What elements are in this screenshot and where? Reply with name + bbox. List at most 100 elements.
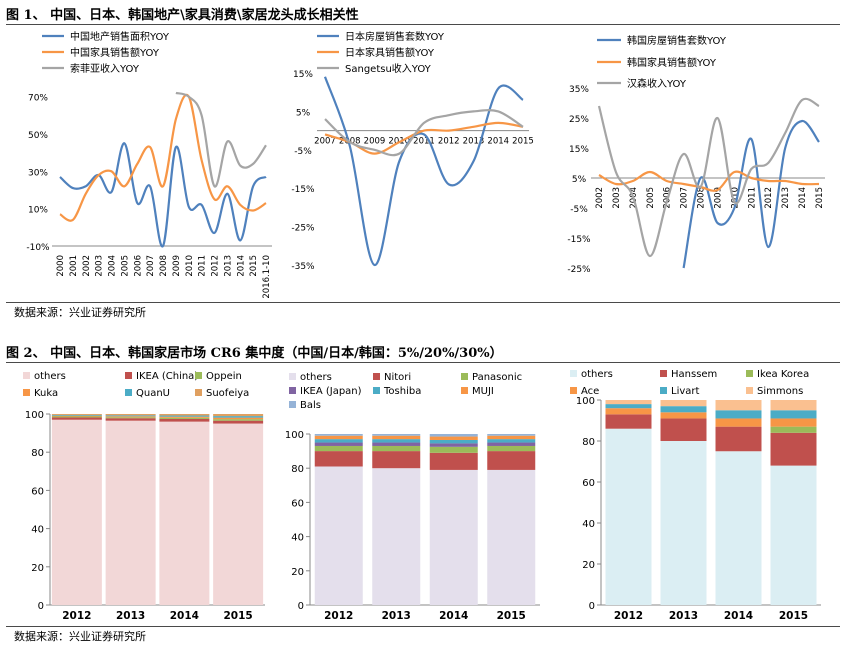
korea-line-chart: 35%25%15%5%-5%-15%-25%2002 2003 2004 2005 20… [567, 34, 825, 275]
legend-label: Ikea Korea [757, 369, 809, 380]
x-tick-label: 2015 [249, 255, 259, 277]
bar-segment [487, 435, 536, 440]
bar-segment [429, 436, 478, 440]
y-tick-label: 0 [38, 601, 44, 612]
bar-segment [213, 414, 264, 417]
bar-segment [105, 414, 156, 416]
bar-segment [770, 465, 817, 605]
series-line [175, 91, 267, 188]
legend-swatch [289, 401, 296, 408]
x-tick-label: 2012 [211, 255, 221, 277]
legend-label: Livart [671, 386, 700, 397]
x-tick-label: 2001 [69, 255, 79, 277]
bar-segment [605, 408, 652, 415]
bar-segment [770, 400, 817, 411]
china-line-chart: 70% 50% 30% 10% -10% 2000 2001 2002 2003 2004 2005… [26, 30, 272, 299]
x-tick-label: 2011 [413, 137, 435, 147]
x-tick-label: 2009 [172, 255, 182, 277]
x-tick-label: 2013 [223, 255, 233, 277]
figure-2-source: 数据来源：兴业证券研究所 [14, 630, 146, 643]
x-tick-label: 2004 [108, 255, 118, 277]
legend-swatch [125, 372, 132, 379]
y-tick-label: 40 [31, 525, 44, 536]
legend-swatch [461, 387, 468, 394]
source-divider [6, 302, 840, 303]
x-tick-label: 2016.1-10 [262, 255, 272, 299]
legend-swatch [570, 370, 577, 377]
x-tick-label: 2010 [730, 187, 740, 209]
legend-label: Simmons [757, 386, 803, 397]
legend-label: Bals [300, 400, 321, 411]
legend-swatch [289, 373, 296, 380]
y-tick-label: 100 [25, 410, 44, 421]
series-line [597, 97, 820, 258]
series-line [324, 108, 524, 157]
y-tick-label: 15% [293, 70, 313, 80]
legend-swatch [570, 387, 577, 394]
legend-label: others [581, 369, 613, 380]
japan-line-chart: 15%5%-5%-15%-25%-35%2007 2008 2009 2010 2011… [291, 30, 533, 272]
y-tick-label: 20 [31, 563, 44, 574]
x-tick-label: 2011 [198, 255, 208, 277]
bar-segment [372, 468, 421, 605]
y-tick-label: -5% [570, 205, 588, 215]
bar-segment [372, 442, 421, 446]
title-divider [6, 24, 840, 25]
bar-segment [159, 415, 210, 417]
bar-segment [715, 418, 762, 427]
y-tick-label: 30% [28, 168, 48, 178]
bar-segment [429, 446, 478, 453]
bar-segment [660, 412, 707, 419]
x-tick-label: 2005 [120, 255, 130, 277]
bar-segment [605, 400, 652, 405]
y-tick-label: 0 [298, 601, 304, 612]
legend-label: others [34, 371, 66, 382]
bar-segment [105, 420, 156, 605]
bar-segment [372, 445, 421, 452]
bar-segment [770, 418, 817, 427]
y-tick-label: 25% [569, 115, 589, 125]
x-tick-label: 2009 [364, 137, 386, 147]
legend-swatch [461, 373, 468, 380]
bar-segment [487, 469, 536, 605]
y-tick-label: 100 [285, 430, 304, 441]
legend-label: Oppein [206, 371, 242, 382]
x-tick-label: 2002 [595, 187, 605, 209]
bar-segment [105, 417, 156, 419]
legend-swatch [746, 370, 753, 377]
bar-segment [429, 434, 478, 437]
y-tick-label: 80 [291, 464, 304, 475]
bar-segment [770, 410, 817, 419]
legend-swatch [373, 387, 380, 394]
x-tick-label: 2012 [62, 610, 91, 622]
bar-segment [105, 415, 156, 417]
y-tick-label: -15% [567, 235, 591, 245]
y-tick-label: 35% [569, 85, 589, 95]
bar-segment [314, 466, 363, 605]
y-tick-label: 70% [28, 94, 48, 104]
x-tick-label: 2015 [224, 610, 253, 622]
bar-segment [429, 439, 478, 444]
y-tick-label: 80 [31, 448, 44, 459]
y-tick-label: 15% [569, 145, 589, 155]
bar-segment [660, 418, 707, 441]
y-tick-label: 80 [582, 437, 595, 448]
bar-segment [770, 432, 817, 466]
legend-label: 日本家具销售额YOY [345, 46, 435, 59]
x-tick-label: 2003 [95, 255, 105, 277]
y-tick-label: -5% [294, 147, 312, 157]
legend-swatch [195, 372, 202, 379]
legend-label: 中国家具销售额YOY [70, 46, 160, 59]
bar-segment [487, 439, 536, 443]
bar-segment [314, 435, 363, 440]
title-divider [6, 362, 840, 363]
source-divider [6, 626, 840, 627]
legend-label: 索菲亚收入YOY [70, 62, 140, 75]
y-tick-label: 40 [582, 519, 595, 530]
legend-swatch [23, 389, 30, 396]
y-tick-label: 5% [572, 175, 587, 185]
legend-label: others [300, 372, 332, 383]
legend-swatch [195, 389, 202, 396]
legend-label: Hanssem [671, 369, 717, 380]
legend-label: IKEA (China) [136, 371, 198, 382]
